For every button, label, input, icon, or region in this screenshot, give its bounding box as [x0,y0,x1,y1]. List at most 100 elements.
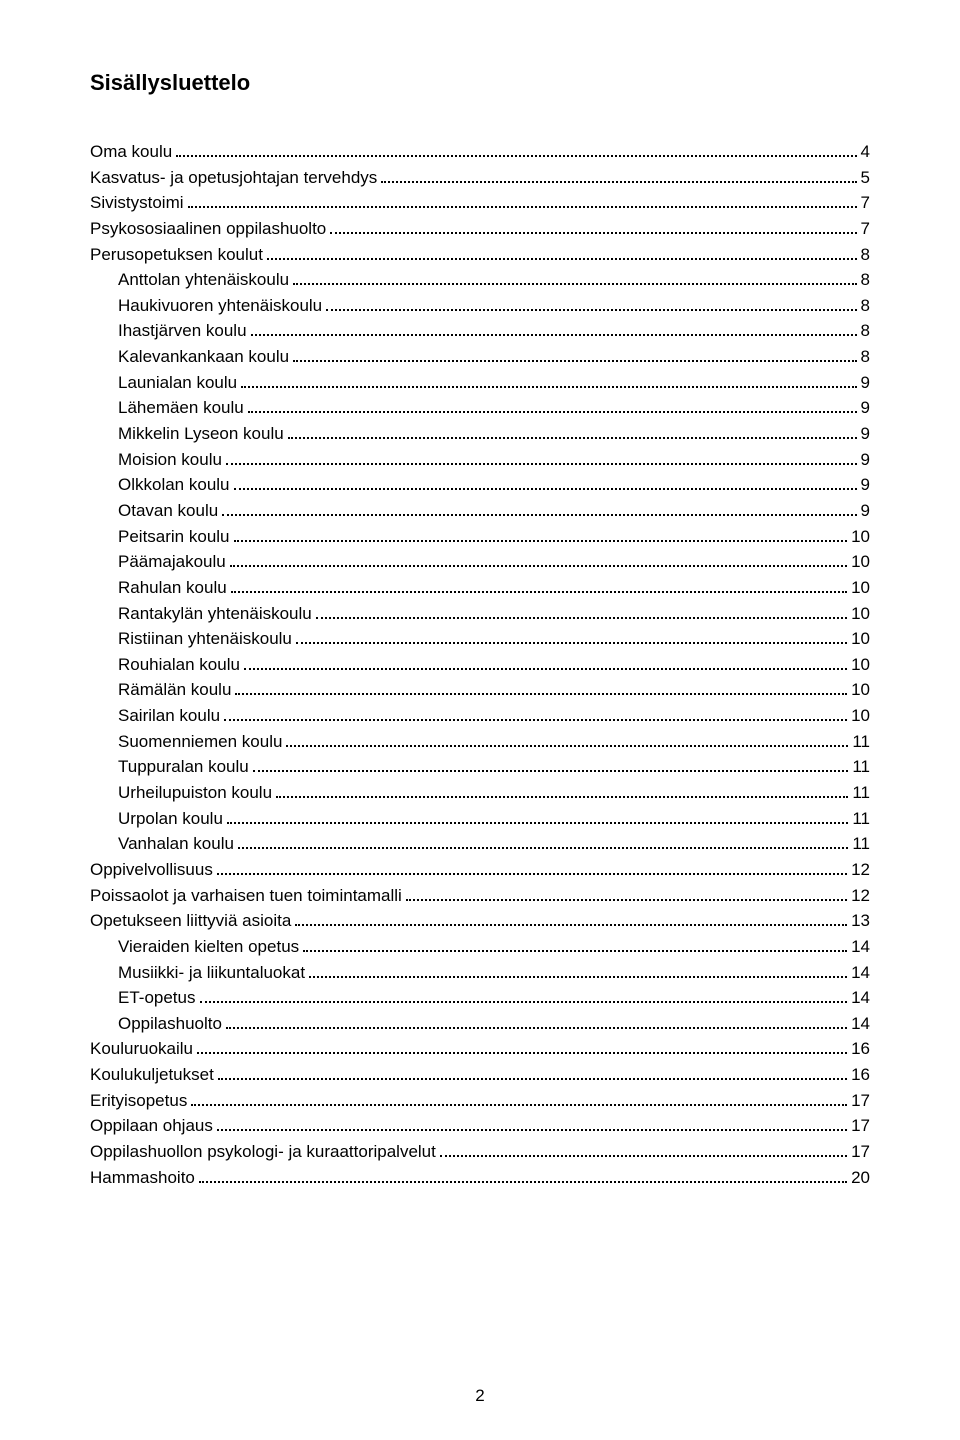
toc-entry-label: Rantakylän yhtenäiskoulu [118,602,312,627]
toc-entry-page: 8 [861,345,870,370]
toc-entry-label: Oppivelvollisuus [90,858,213,883]
dot-leader [253,761,849,772]
dot-leader [326,300,856,311]
toc-entry-page: 17 [851,1089,870,1114]
toc-entry-page: 11 [852,807,870,832]
toc-entry-page: 14 [851,1012,870,1037]
dot-leader [293,351,856,362]
dot-leader [238,838,848,849]
dot-leader [296,633,847,644]
toc-row: Rämälän koulu 10 [90,678,870,703]
toc-entry-label: Vieraiden kielten opetus [118,935,299,960]
dot-leader [191,1094,847,1105]
toc-entry-page: 9 [861,499,870,524]
toc-entry-label: Kalevankankaan koulu [118,345,289,370]
dot-leader [226,453,857,464]
toc-entry-page: 8 [861,268,870,293]
toc-entry-label: Launialan koulu [118,371,237,396]
dot-leader [218,1069,847,1080]
dot-leader [188,197,857,208]
toc-entry-page: 11 [852,832,870,857]
toc-entry-page: 11 [852,730,870,755]
toc-entry-page: 8 [861,319,870,344]
toc-row: Rouhialan koulu 10 [90,653,870,678]
toc-row: Oppivelvollisuus 12 [90,858,870,883]
toc-entry-page: 8 [861,243,870,268]
dot-leader [303,941,847,952]
dot-leader [234,479,857,490]
toc-entry-label: Poissaolot ja varhaisen tuen toimintamal… [90,884,402,909]
toc-row: Vanhalan koulu 11 [90,832,870,857]
toc-entry-label: Perusopetuksen koulut [90,243,263,268]
page-number-footer: 2 [0,1386,960,1406]
toc-entry-label: Rämälän koulu [118,678,231,703]
dot-leader [231,582,847,593]
dot-leader [330,223,856,234]
dot-leader [230,556,847,567]
toc-entry-page: 11 [852,755,870,780]
toc-entry-page: 9 [861,473,870,498]
table-of-contents: Oma koulu 4Kasvatus- ja opetusjohtajan t… [90,140,870,1190]
toc-entry-label: Suomenniemen koulu [118,730,282,755]
dot-leader [241,376,856,387]
toc-entry-page: 10 [851,678,870,703]
toc-entry-label: Kouluruokailu [90,1037,193,1062]
dot-leader [406,889,847,900]
toc-entry-page: 9 [861,422,870,447]
toc-entry-page: 10 [851,525,870,550]
toc-entry-label: Haukivuoren yhtenäiskoulu [118,294,322,319]
toc-entry-label: Sairilan koulu [118,704,220,729]
dot-leader [267,248,857,259]
dot-leader [217,864,847,875]
toc-row: Hammashoito 20 [90,1166,870,1191]
toc-entry-label: Ihastjärven koulu [118,319,247,344]
toc-entry-page: 7 [861,191,870,216]
dot-leader [200,992,848,1003]
toc-entry-label: Ristiinan yhtenäiskoulu [118,627,292,652]
toc-row: Poissaolot ja varhaisen tuen toimintamal… [90,884,870,909]
toc-entry-label: Olkkolan koulu [118,473,230,498]
toc-entry-label: Oppilaan ohjaus [90,1114,213,1139]
toc-row: Oma koulu 4 [90,140,870,165]
toc-row: Tuppuralan koulu 11 [90,755,870,780]
toc-entry-label: Opetukseen liittyviä asioita [90,909,291,934]
toc-row: Koulukuljetukset 16 [90,1063,870,1088]
toc-row: Sivistystoimi 7 [90,191,870,216]
toc-entry-page: 10 [851,704,870,729]
dot-leader [235,684,847,695]
dot-leader [381,171,856,182]
toc-row: Musiikki- ja liikuntaluokat 14 [90,961,870,986]
toc-row: Perusopetuksen koulut 8 [90,243,870,268]
toc-entry-label: Otavan koulu [118,499,218,524]
dot-leader [176,146,856,157]
toc-entry-label: Tuppuralan koulu [118,755,249,780]
toc-entry-page: 11 [852,781,870,806]
toc-row: Psykososiaalinen oppilashuolto 7 [90,217,870,242]
toc-entry-label: Mikkelin Lyseon koulu [118,422,284,447]
toc-entry-label: Lähemäen koulu [118,396,244,421]
toc-entry-label: Peitsarin koulu [118,525,230,550]
dot-leader [227,812,848,823]
toc-entry-label: Rahulan koulu [118,576,227,601]
toc-row: Haukivuoren yhtenäiskoulu 8 [90,294,870,319]
dot-leader [244,658,847,669]
toc-row: Urheilupuiston koulu 11 [90,781,870,806]
dot-leader [293,274,856,285]
toc-row: Erityisopetus 17 [90,1089,870,1114]
toc-entry-label: Urpolan koulu [118,807,223,832]
dot-leader [276,787,848,798]
toc-entry-label: ET-opetus [118,986,196,1011]
toc-entry-page: 10 [851,653,870,678]
toc-entry-page: 13 [851,909,870,934]
toc-entry-page: 7 [861,217,870,242]
toc-entry-page: 5 [861,166,870,191]
dot-leader [217,1120,847,1131]
toc-entry-page: 9 [861,371,870,396]
toc-entry-label: Sivistystoimi [90,191,184,216]
toc-row: Lähemäen koulu 9 [90,396,870,421]
toc-row: ET-opetus 14 [90,986,870,1011]
toc-row: Kalevankankaan koulu 8 [90,345,870,370]
toc-entry-label: Hammashoito [90,1166,195,1191]
toc-entry-page: 14 [851,961,870,986]
toc-row: Rantakylän yhtenäiskoulu 10 [90,602,870,627]
